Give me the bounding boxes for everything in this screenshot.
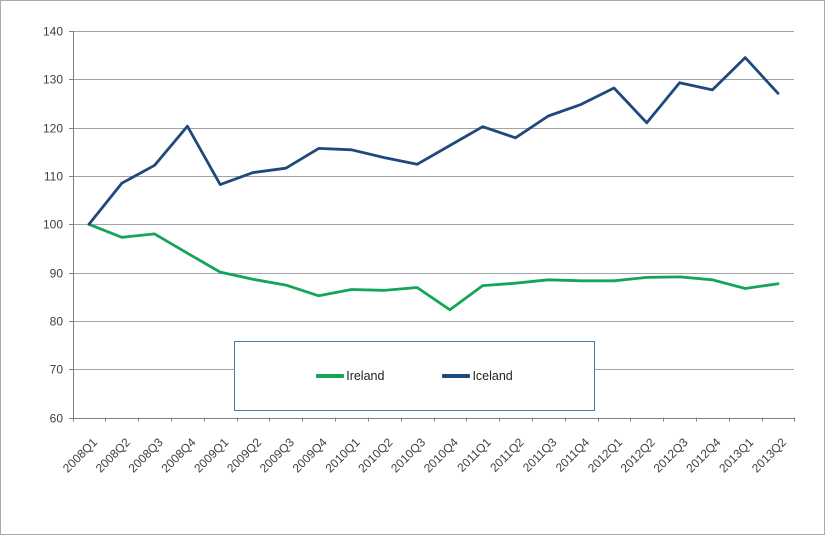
y-tick-label-80: 80: [50, 315, 64, 329]
x-tick-label-2011Q2: 2011Q2: [487, 435, 527, 475]
y-tick-label-60: 60: [50, 412, 64, 426]
x-tick-label-2012Q1: 2012Q1: [585, 435, 625, 475]
y-tick-label-110: 110: [44, 170, 63, 184]
legend-item-iceland: Iceland: [442, 368, 513, 383]
y-tick-label-100: 100: [43, 218, 63, 232]
x-tick-label-2009Q4: 2009Q4: [290, 435, 330, 475]
x-tick-label-2013Q2: 2013Q2: [749, 435, 789, 475]
x-tick-label-2011Q3: 2011Q3: [520, 435, 560, 475]
legend-item-ireland: Ireland: [316, 370, 384, 383]
x-tick-label-2012Q4: 2012Q4: [683, 435, 723, 475]
x-tick-label-2010Q2: 2010Q2: [355, 435, 395, 475]
x-tick-label-2010Q3: 2010Q3: [388, 435, 428, 475]
x-tick-label-2011Q1: 2011Q1: [454, 435, 494, 475]
x-tick-label-2010Q1: 2010Q1: [323, 435, 363, 475]
x-tick-label-2013Q1: 2013Q1: [716, 435, 756, 475]
y-tick-label-120: 120: [43, 122, 63, 136]
ireland-line-swatch: [316, 374, 345, 378]
legend-label-ireland: Ireland: [346, 368, 385, 383]
x-tick-label-2009Q1: 2009Q1: [191, 435, 231, 475]
x-tick-label-2009Q3: 2009Q3: [257, 435, 297, 475]
iceland-line-swatch: [442, 374, 471, 378]
y-tick-label-90: 90: [50, 267, 64, 281]
x-tick-label-2012Q2: 2012Q2: [618, 435, 658, 475]
x-tick-label-2008Q2: 2008Q2: [93, 435, 133, 475]
y-tick-label-70: 70: [50, 363, 64, 377]
series-line-ireland: [87, 222, 780, 312]
y-tick-label-130: 130: [43, 73, 63, 87]
x-tick-label-2008Q4: 2008Q4: [158, 435, 198, 475]
x-tick-label-2010Q4: 2010Q4: [421, 435, 461, 475]
y-tick-label-140: 140: [43, 25, 63, 39]
chart-legend: Ireland Iceland: [234, 341, 595, 411]
x-tick-label-2008Q1: 2008Q1: [60, 435, 100, 475]
legend-label-iceland: Iceland: [472, 368, 513, 383]
x-tick-label-2012Q3: 2012Q3: [651, 435, 691, 475]
x-tick-label-2011Q4: 2011Q4: [553, 435, 593, 475]
x-tick-label-2008Q3: 2008Q3: [126, 435, 166, 475]
series-line-iceland: [87, 56, 780, 226]
x-tick-label-2009Q2: 2009Q2: [224, 435, 264, 475]
